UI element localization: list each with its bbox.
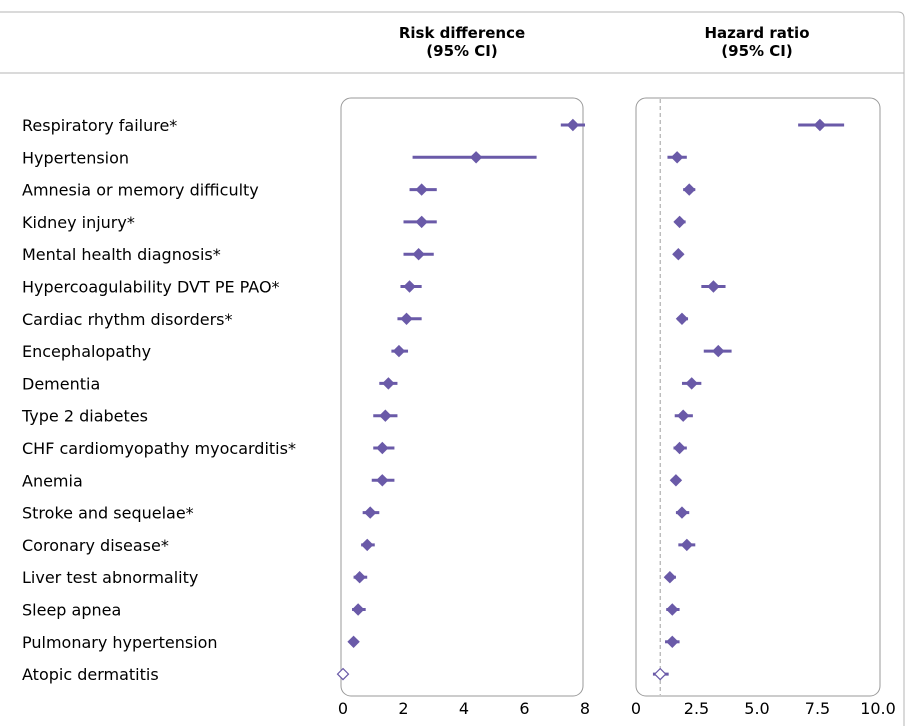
point-estimate: [663, 570, 677, 584]
point-estimate: [566, 118, 580, 132]
outer-frame: [0, 11, 905, 726]
point-estimate: [669, 474, 683, 487]
point-estimate: [382, 377, 395, 390]
row-labels: Respiratory failure* Hypertension Amnesia …: [21, 116, 296, 684]
point-estimate: [707, 280, 720, 293]
point-estimate: [336, 667, 350, 681]
x-tick-label: 0: [631, 699, 641, 718]
point-estimate: [403, 280, 416, 293]
row-label: Dementia: [22, 374, 100, 393]
row-label: Atopic dermatitis: [22, 665, 159, 684]
risk-difference-subtitle: (95% CI): [426, 42, 497, 60]
row-label: Hypertension: [22, 148, 129, 167]
x-tick-label: 5.0: [744, 699, 769, 718]
row-label: Hypercoagulability DVT PE PAO*: [22, 278, 280, 297]
point-estimate: [673, 215, 686, 229]
point-estimate: [376, 474, 389, 487]
point-estimate: [379, 409, 392, 422]
x-tick-label: 4: [459, 699, 469, 718]
row-label: Respiratory failure*: [22, 116, 177, 135]
point-estimate: [360, 538, 374, 552]
row-label: Type 2 diabetes: [21, 407, 148, 426]
point-estimate: [415, 215, 428, 229]
point-estimate: [347, 635, 360, 649]
hazard-ratio-panel: [635, 97, 881, 697]
x-tick-label: 7.5: [805, 699, 830, 718]
row-label: Mental health diagnosis*: [22, 245, 221, 264]
point-estimate: [351, 603, 365, 616]
point-estimate: [469, 151, 483, 164]
point-estimate: [666, 635, 679, 649]
point-estimate: [415, 183, 428, 196]
point-estimate: [685, 377, 698, 390]
point-estimate: [712, 344, 725, 358]
point-estimate: [653, 667, 667, 681]
risk-difference-title: Risk difference: [399, 24, 525, 42]
point-estimate: [353, 570, 366, 584]
axis-ticks: 0 2 4 6 8 0 2.5 5.0 7.5 10.0: [338, 699, 896, 718]
point-estimate: [666, 603, 679, 616]
point-estimate: [683, 183, 696, 196]
row-label: Stroke and sequelae*: [22, 504, 194, 523]
row-label: Kidney injury*: [22, 213, 135, 232]
row-label: Sleep apnea: [22, 601, 121, 620]
row-label: Anemia: [22, 471, 83, 490]
point-estimate: [813, 118, 827, 132]
point-estimate: [670, 151, 684, 164]
x-tick-label: 0: [338, 699, 348, 718]
hazard-ratio-subtitle: (95% CI): [721, 42, 792, 60]
point-estimate: [392, 344, 406, 358]
hazard-ratio-title: Hazard ratio: [704, 24, 809, 42]
row-label: Pulmonary hypertension: [22, 633, 218, 652]
x-tick-label: 2: [398, 699, 408, 718]
point-estimate: [673, 441, 686, 455]
point-estimate: [672, 247, 685, 261]
risk-difference-panel: [340, 97, 584, 697]
point-estimate: [376, 441, 389, 455]
markers: [336, 99, 845, 695]
x-tick-label: 8: [580, 699, 590, 718]
point-estimate: [400, 312, 413, 326]
x-tick-label: 6: [519, 699, 529, 718]
x-tick-label: 10.0: [860, 699, 896, 718]
row-label: CHF cardiomyopathy myocarditis*: [22, 439, 296, 458]
row-label: Coronary disease*: [22, 536, 169, 555]
point-estimate: [676, 409, 690, 422]
point-estimate: [675, 506, 689, 519]
point-estimate: [675, 312, 689, 326]
point-estimate: [364, 506, 377, 519]
point-estimate: [680, 538, 694, 552]
row-label: Amnesia or memory difficulty: [22, 181, 259, 200]
point-estimate: [412, 247, 425, 261]
row-label: Liver test abnormality: [22, 568, 198, 587]
row-label: Encephalopathy: [22, 342, 151, 361]
row-label: Cardiac rhythm disorders*: [22, 310, 233, 329]
x-tick-label: 2.5: [684, 699, 709, 718]
